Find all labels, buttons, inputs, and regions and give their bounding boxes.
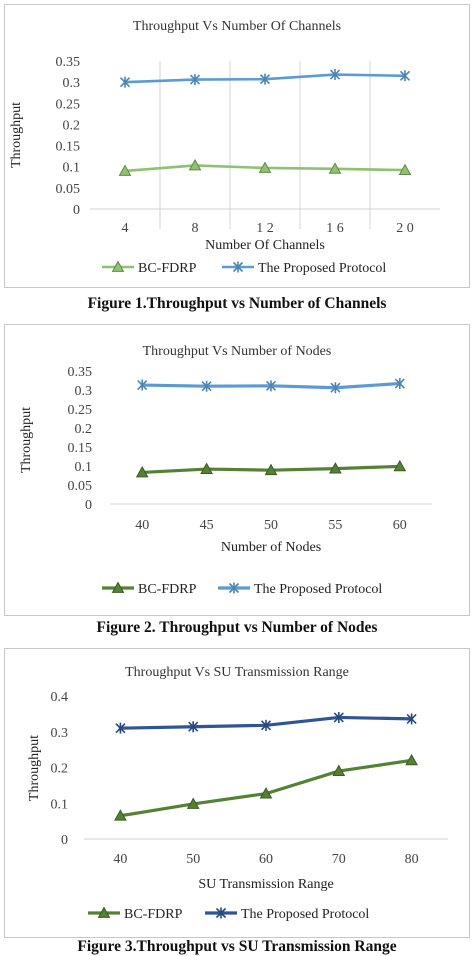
data-point-1 — [259, 787, 273, 799]
x-tick-label: 55 — [328, 518, 342, 533]
figure-2-caption: Figure 2. Throughput vs Number of Nodes — [96, 619, 378, 636]
data-point-1 — [258, 161, 272, 173]
legend-marker — [232, 261, 244, 273]
data-point-2 — [201, 380, 212, 392]
x-tick-label: 40 — [113, 852, 127, 867]
data-point-2 — [259, 73, 271, 85]
x-axis-label: Number of Nodes — [221, 540, 321, 555]
data-point-2 — [119, 76, 131, 88]
y-axis-label: Throughput — [27, 735, 42, 801]
data-point-2 — [115, 722, 126, 734]
y-tick-label: 0.05 — [68, 479, 93, 494]
data-point-2 — [399, 70, 411, 82]
data-point-1 — [332, 764, 346, 776]
data-point-1 — [200, 462, 213, 474]
data-point-1 — [118, 164, 132, 176]
y-tick-label: 0.3 — [75, 384, 93, 399]
data-point-2 — [330, 382, 341, 394]
x-tick-label: 4 — [122, 221, 129, 236]
data-point-1 — [328, 162, 342, 174]
chart-1-svg: Throughput Vs Number Of Channels 0 0.05 0.1… — [9, 19, 440, 276]
x-tick-label: 1 2 — [256, 221, 274, 236]
data-point-1 — [114, 809, 127, 821]
x-tick-label: 70 — [332, 852, 346, 867]
chart-3-frame — [4, 648, 470, 938]
data-point-2 — [406, 713, 417, 725]
chart-title: Throughput Vs Number Of Channels — [133, 19, 341, 34]
y-tick-label: 0.35 — [56, 55, 81, 70]
data-point-2 — [394, 378, 405, 390]
data-point-2 — [333, 711, 344, 723]
data-point-1 — [398, 163, 412, 175]
y-tick-label: 0 — [73, 203, 80, 218]
x-tick-label: 50 — [186, 852, 200, 867]
y-tick-label: 0 — [85, 498, 92, 513]
x-tick-label: 1 6 — [326, 221, 344, 236]
data-point-1 — [264, 463, 278, 476]
figure-1-caption: Figure 1.Throughput vs Number of Channel… — [87, 295, 387, 312]
data-point-2 — [265, 380, 277, 392]
y-tick-label: 0.15 — [56, 140, 81, 155]
x-axis-label: Number Of Channels — [205, 238, 325, 253]
y-axis-label: Throughput — [19, 407, 34, 473]
legend-marker — [228, 582, 240, 594]
y-tick-label: 0 — [61, 833, 68, 848]
chart-title: Throughput Vs Number of Nodes — [143, 344, 332, 359]
y-tick-label: 0.2 — [75, 422, 93, 437]
x-tick-label: 60 — [393, 518, 407, 533]
x-tick-label: 50 — [264, 518, 278, 533]
x-tick-label: 80 — [405, 852, 419, 867]
data-point-1 — [188, 158, 202, 171]
x-tick-label: 60 — [259, 852, 273, 867]
legend-marker — [215, 907, 227, 919]
legend-label: BC-FDRP — [138, 261, 197, 276]
y-tick-label: 0.15 — [68, 441, 93, 456]
y-tick-label: 0.25 — [68, 403, 93, 418]
figure-3-caption: Figure 3.Throughput vs SU Transmission R… — [77, 938, 397, 955]
data-point-2 — [137, 379, 148, 391]
y-tick-label: 0.4 — [51, 690, 69, 705]
y-axis-label: Throughput — [9, 102, 24, 168]
legend-marker — [111, 581, 125, 593]
x-tick-label: 8 — [192, 221, 199, 236]
data-point-2 — [260, 719, 272, 731]
legend-label: The Proposed Protocol — [258, 261, 386, 276]
x-tick-label: 45 — [200, 518, 214, 533]
data-point-2 — [188, 721, 199, 733]
legend-marker — [111, 260, 125, 272]
data-point-1 — [405, 753, 418, 766]
y-tick-label: 0.1 — [75, 460, 93, 475]
data-point-1 — [329, 462, 342, 474]
chart-title: Throughput Vs SU Transmission Range — [125, 665, 349, 680]
y-tick-label: 0.3 — [63, 76, 81, 91]
data-point-2 — [329, 69, 341, 81]
y-tick-label: 0.05 — [56, 182, 81, 197]
data-point-1 — [135, 465, 149, 478]
y-tick-label: 0.35 — [68, 365, 93, 380]
y-tick-label: 0.25 — [56, 97, 81, 112]
y-tick-label: 0.1 — [63, 161, 81, 176]
data-point-1 — [186, 797, 200, 809]
legend-label: The Proposed Protocol — [254, 582, 382, 597]
chart-2-svg: Throughput Vs Number of Nodes 0 0.05 0.1 0.1… — [19, 344, 432, 597]
x-axis-label: SU Transmission Range — [198, 877, 333, 892]
chart-1-frame — [4, 4, 470, 288]
y-tick-label: 0.1 — [51, 797, 69, 812]
x-tick-label: 2 0 — [396, 221, 414, 236]
legend-label: The Proposed Protocol — [241, 907, 369, 922]
y-tick-label: 0.3 — [51, 726, 69, 741]
legend-label: BC-FDRP — [138, 582, 197, 597]
y-tick-label: 0.2 — [51, 762, 69, 777]
data-point-2 — [189, 74, 201, 86]
legend-label: BC-FDRP — [124, 907, 183, 922]
y-tick-label: 0.2 — [63, 118, 81, 133]
legend-marker — [97, 906, 111, 918]
data-point-1 — [393, 459, 407, 472]
x-tick-label: 40 — [135, 518, 149, 533]
